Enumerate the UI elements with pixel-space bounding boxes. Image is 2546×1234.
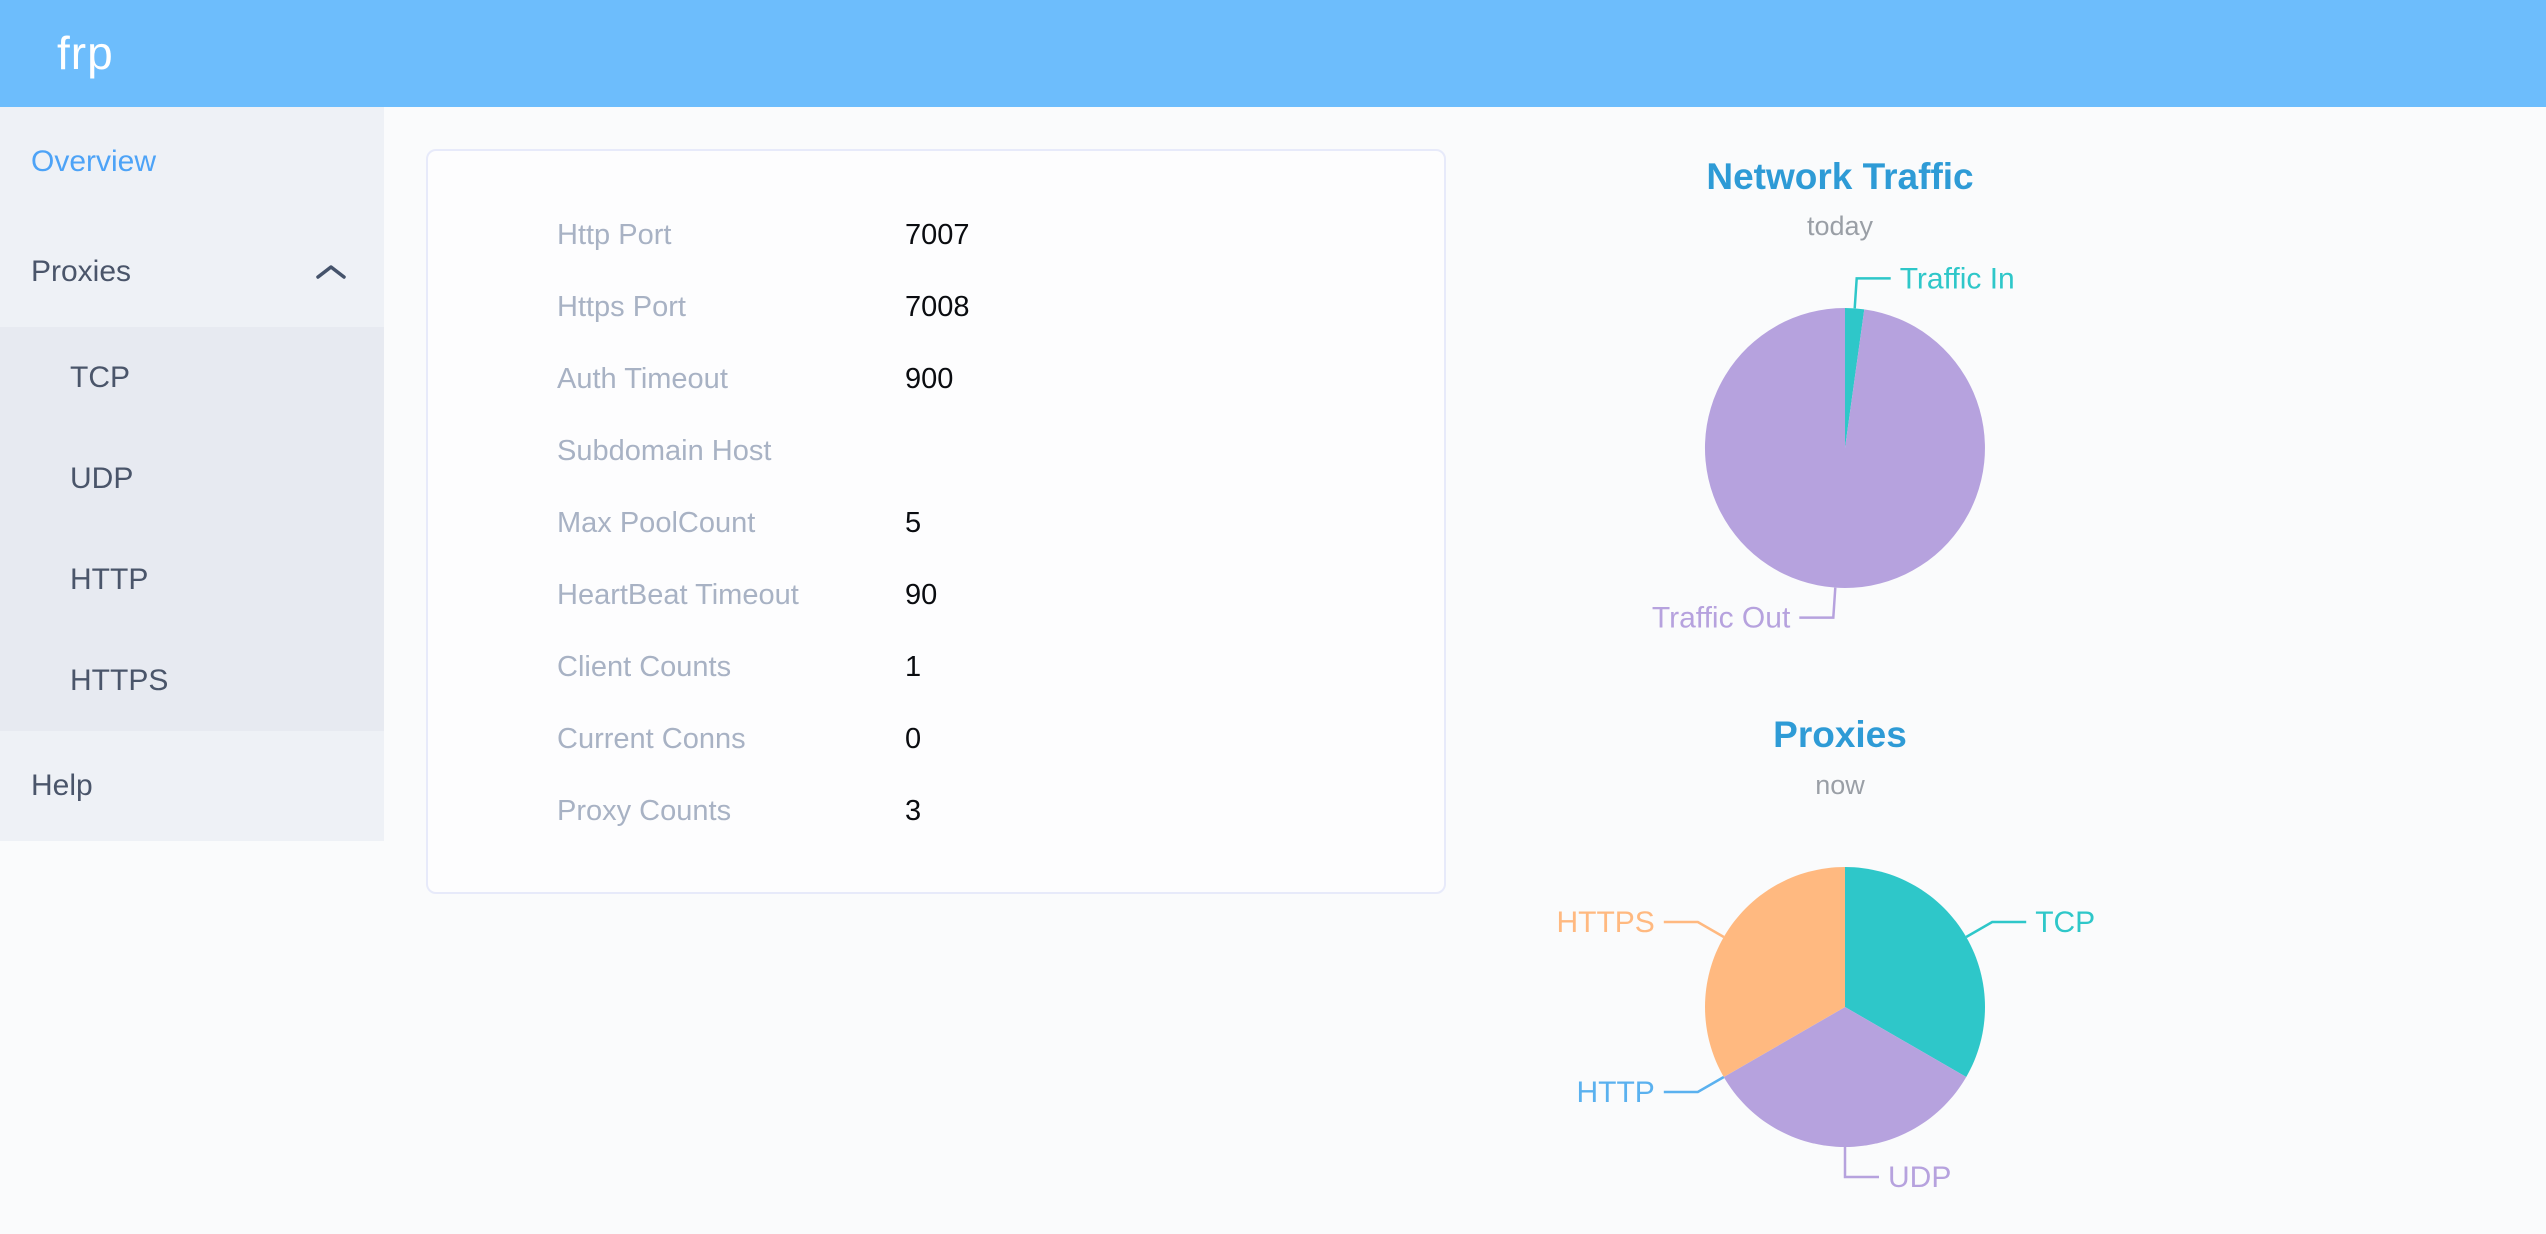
app-logo: frp [57, 27, 114, 79]
config-row-label: Client Counts [557, 650, 732, 683]
config-row-value: 7008 [905, 290, 970, 323]
top-navbar: frp [0, 0, 2546, 107]
proxies-chart-subtitle: now [1815, 770, 1865, 800]
pie-label-traffic-out: Traffic Out [1652, 602, 1791, 635]
proxies-chart-title: Proxies [1773, 714, 1907, 755]
sidebar-item-proxies-label: Proxies [31, 255, 132, 288]
config-row: Current Conns 0 [428, 703, 1444, 775]
sidebar-item-tcp[interactable]: TCP [0, 327, 384, 428]
sidebar-item-http[interactable]: HTTP [0, 529, 384, 630]
network-traffic-pie-chart: Traffic In Traffic Out [1652, 262, 2015, 635]
pie-label-line [1663, 1075, 1725, 1094]
pie-slice-traffic-out[interactable] [1704, 308, 1985, 588]
config-row-value: 1 [905, 650, 922, 683]
network-traffic-chart-title: Network Traffic [1706, 156, 1974, 197]
config-row-label: Auth Timeout [557, 362, 728, 395]
config-row-value: 900 [905, 362, 954, 395]
proxies-pie-chart: TCP UDP HTTP HTTPS [1556, 867, 2095, 1194]
config-row-label: Max PoolCount [557, 506, 756, 539]
config-row: Http Port 7007 [428, 199, 1444, 271]
sidebar-item-udp-label: UDP [70, 461, 134, 495]
pie-slice-tcp[interactable] [1845, 867, 1985, 1077]
pie-label-traffic-in: Traffic In [1900, 262, 2015, 295]
server-config-rows: Http Port 7007 Https Port 7008 Auth Time… [428, 151, 1444, 847]
config-row: Subdomain Host [428, 415, 1444, 487]
config-row-value: 90 [905, 578, 938, 611]
pie-label-line [1843, 1147, 1879, 1179]
pie-slice-https[interactable] [1705, 867, 1845, 1077]
pie-label-line [1853, 277, 1891, 309]
config-row-label: Current Conns [557, 722, 746, 755]
pie-label-line [1965, 920, 2027, 939]
sidebar-item-tcp-label: TCP [70, 360, 130, 394]
pie-slice-traffic-in[interactable] [1845, 308, 1865, 448]
config-row: Max PoolCount 5 [428, 487, 1444, 559]
chevron-up-icon [314, 262, 348, 282]
sidebar-item-https-label: HTTPS [70, 663, 169, 697]
proxies-submenu: TCP UDP HTTP HTTPS [0, 327, 384, 731]
config-row-label: Subdomain Host [557, 434, 772, 467]
network-traffic-chart-subtitle: today [1806, 211, 1874, 241]
config-row-label: Proxy Counts [557, 794, 732, 827]
sidebar-item-proxies[interactable]: Proxies [0, 217, 384, 327]
sidebar-item-http-label: HTTP [70, 562, 149, 596]
pie-label-line [1663, 920, 1725, 939]
config-row: Client Counts 1 [428, 631, 1444, 703]
config-row: Auth Timeout 900 [428, 343, 1444, 415]
config-row: HeartBeat Timeout 90 [428, 559, 1444, 631]
config-row-value: 3 [905, 794, 922, 827]
config-row-value: 5 [905, 506, 922, 539]
sidebar-item-overview[interactable]: Overview [0, 107, 384, 217]
sidebar-item-help-label: Help [31, 769, 93, 802]
config-row-value: 7007 [905, 218, 970, 251]
pie-label-udp: UDP [1888, 1161, 1951, 1194]
config-row-label: Https Port [557, 290, 686, 323]
sidebar-item-help[interactable]: Help [0, 731, 384, 841]
pie-label-tcp: TCP [2035, 906, 2095, 939]
pie-slice-udp[interactable] [1723, 1007, 1967, 1147]
config-row-label: HeartBeat Timeout [557, 578, 799, 611]
sidebar-item-overview-label: Overview [31, 145, 157, 178]
config-row: Proxy Counts 3 [428, 775, 1444, 847]
pie-label-http: HTTP [1576, 1076, 1654, 1109]
server-config-card: Http Port 7007 Https Port 7008 Auth Time… [426, 149, 1446, 894]
pie-label-line [1799, 587, 1837, 619]
pie-label-https: HTTPS [1556, 906, 1654, 939]
config-row-value: 0 [905, 722, 922, 755]
sidebar-item-udp[interactable]: UDP [0, 428, 384, 529]
sidebar-item-https[interactable]: HTTPS [0, 630, 384, 731]
config-row: Https Port 7008 [428, 271, 1444, 343]
config-row-label: Http Port [557, 218, 672, 251]
sidebar: Overview Proxies TCP UDP HTTP HTTPS [0, 107, 384, 841]
